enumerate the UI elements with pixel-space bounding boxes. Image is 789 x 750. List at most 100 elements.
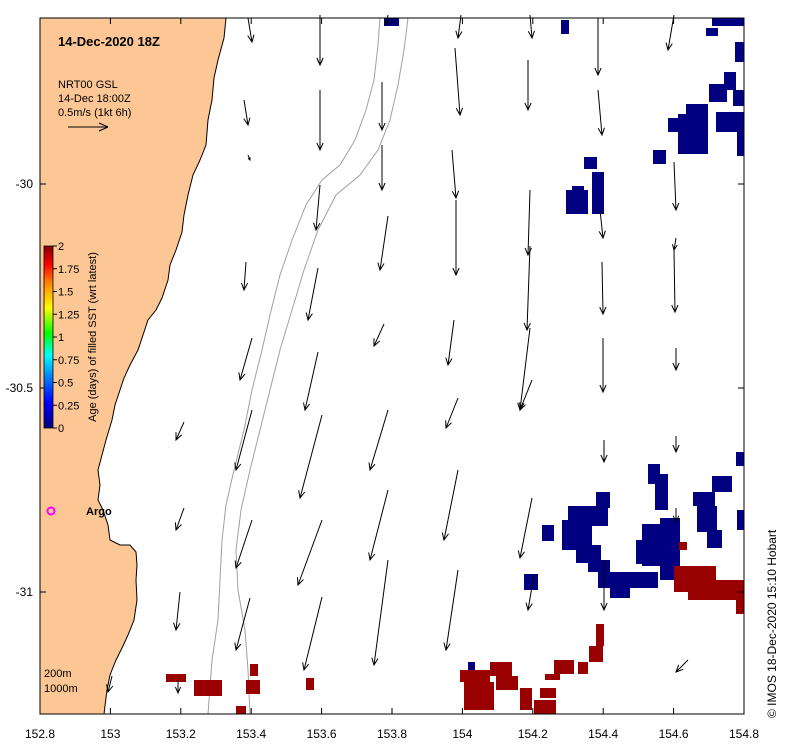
current-arrow: [527, 14, 535, 40]
sst-cell: [693, 492, 715, 506]
current-arrow: [298, 414, 323, 500]
sst-cell: [464, 682, 494, 710]
argo-label: Argo: [86, 506, 112, 518]
current-arrow: [671, 249, 679, 314]
sst-cell: [250, 664, 258, 676]
sst-cell: [572, 186, 584, 192]
sst-cell: [653, 150, 666, 164]
current-arrow: [519, 379, 533, 412]
current-arrow: [523, 245, 531, 332]
sst-cell: [678, 114, 708, 154]
contour-legend-1000m: 1000m: [44, 683, 78, 695]
current-arrow: [594, 18, 602, 77]
colorbar-ticks: 2 1.75 1.5 1.25 1 0.75 0.5 0.25 0: [53, 241, 79, 435]
sst-patches: [166, 18, 744, 714]
sst-cell: [596, 624, 604, 646]
sst-cell: [660, 518, 680, 528]
sst-cell: [490, 662, 512, 676]
sst-cell: [686, 104, 708, 114]
colorbar-tick-label: 0.75: [58, 355, 79, 367]
sst-cell: [712, 18, 744, 26]
current-arrow: [443, 569, 459, 652]
credit-text: © IMOS 18-Dec-2020 15:10 Hobart: [765, 529, 779, 718]
sst-cell: [598, 572, 658, 588]
sst-cell: [709, 84, 727, 102]
contour-200m: [207, 17, 381, 715]
current-arrow: [455, 14, 463, 40]
current-arrow: [524, 60, 532, 112]
colorbar-tick-label: 0: [58, 423, 64, 435]
x-tick-label: 154.8: [729, 727, 759, 741]
current-arrow: [675, 659, 689, 673]
current-arrow: [377, 215, 389, 272]
sst-cell: [468, 662, 475, 676]
current-arrow: [384, 14, 390, 27]
sst-cell: [246, 680, 260, 694]
current-arrow: [243, 99, 251, 127]
current-arrow: [672, 161, 680, 212]
current-arrow: [445, 397, 459, 430]
current-arrow: [368, 489, 389, 562]
x-tick-label: 154.2: [518, 727, 548, 741]
axis-ticks: 152.8 153 153.2 153.4 153.6 153.8 154 154.2 154.…: [6, 18, 759, 741]
current-arrow: [371, 559, 389, 667]
current-arrow: [451, 149, 460, 200]
sst-cell: [668, 118, 680, 132]
current-arrow: [600, 440, 608, 464]
current-arrow: [303, 351, 319, 412]
current-arrow: [234, 597, 251, 652]
argo-float-marker[interactable]: [46, 506, 56, 516]
map-title: 14-Dec-2020 18Z: [58, 34, 160, 49]
current-arrow: [665, 14, 675, 52]
sst-cell: [737, 130, 744, 156]
sst-cell: [194, 680, 222, 696]
sst-cell: [588, 560, 610, 572]
current-arrow: [234, 409, 253, 472]
current-arrow: [234, 519, 253, 570]
sst-cell: [524, 574, 538, 590]
current-arrow: [378, 82, 386, 132]
sst-cell: [707, 530, 722, 548]
current-arrow: [378, 145, 386, 192]
current-arrow: [445, 319, 455, 367]
current-arrow: [174, 507, 185, 532]
sst-cell: [578, 662, 588, 674]
colorbar-tick-label: 1.75: [58, 264, 79, 276]
contour-legend-200m: 200m: [44, 668, 72, 680]
current-arrow: [247, 17, 255, 44]
colorbar: [43, 245, 54, 429]
sst-cell: [306, 678, 314, 690]
x-tick-label: 153.6: [307, 727, 337, 741]
sst-cell: [542, 525, 554, 541]
colorbar-tick-label: 0.5: [58, 378, 73, 390]
current-arrow: [454, 47, 464, 117]
sst-cell: [561, 20, 569, 34]
current-arrow: [175, 421, 185, 442]
colorbar-label: Age (days) of filled SST (wrt latest): [87, 252, 99, 422]
y-tick-label: -31: [16, 585, 34, 599]
sst-cell: [554, 660, 574, 674]
sst-cell: [166, 674, 186, 682]
x-tick-label: 154.4: [588, 727, 618, 741]
current-arrow: [598, 209, 606, 240]
sst-cell: [716, 112, 744, 132]
current-arrows: [106, 14, 689, 695]
current-arrow: [525, 574, 535, 612]
sst-cell: [736, 452, 744, 466]
sst-cell: [655, 474, 668, 510]
sst-cell: [735, 42, 744, 62]
x-tick-label: 154.6: [659, 727, 689, 741]
current-arrow: [452, 200, 460, 277]
sst-cell: [610, 586, 630, 598]
sst-cell: [679, 542, 687, 550]
legend-scale-arrow: [68, 122, 109, 132]
current-arrow: [305, 267, 319, 322]
current-arrow: [517, 497, 533, 560]
sst-cell: [584, 157, 597, 169]
sst-cell: [545, 674, 560, 680]
current-arrow: [316, 15, 324, 67]
sst-cell: [736, 596, 744, 614]
x-tick-label: 153.4: [236, 727, 266, 741]
current-arrow: [302, 596, 323, 672]
sst-cell: [460, 670, 490, 682]
